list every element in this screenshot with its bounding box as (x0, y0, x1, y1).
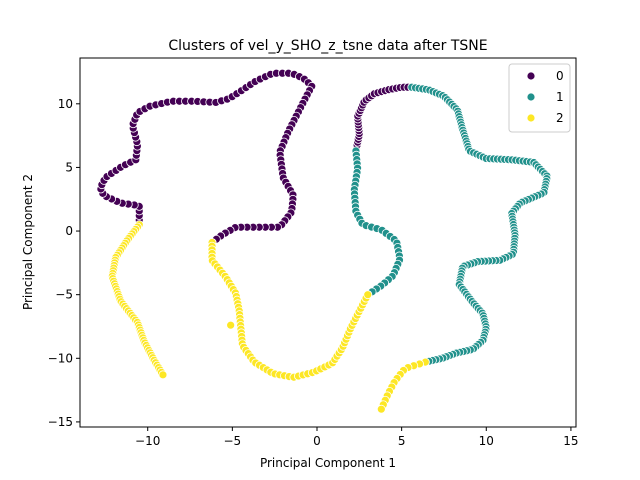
legend-label-1: 1 (556, 90, 564, 104)
legend-frame (508, 63, 571, 133)
points-layer (96, 68, 552, 414)
x-tick-label: −5 (224, 434, 242, 448)
x-tick-label: −10 (135, 434, 160, 448)
cluster-2-point (158, 370, 168, 380)
legend: 0 1 2 (508, 63, 571, 133)
y-tick-label: −10 (48, 351, 73, 365)
cluster-2-point (376, 404, 386, 414)
x-axis-label: Principal Component 1 (260, 456, 396, 470)
y-tick-label: −15 (48, 415, 73, 429)
legend-marker-2 (526, 113, 536, 123)
legend-marker-0 (526, 71, 536, 81)
x-tick-label: 15 (563, 434, 578, 448)
y-tick-label: 5 (65, 160, 73, 174)
x-tick-label: 5 (398, 434, 406, 448)
y-tick-label: 10 (58, 97, 73, 111)
cluster-2-point (226, 320, 236, 330)
x-tick-label: 10 (479, 434, 494, 448)
y-tick-label: 0 (65, 224, 73, 238)
y-tick-label: −5 (55, 288, 73, 302)
ticks-layer: −10 −5 0 5 10 15 −15 −10 −5 0 5 10 (48, 97, 579, 448)
chart-title: Clusters of vel_y_SHO_z_tsne data after … (168, 38, 487, 54)
plot-area-frame (79, 57, 577, 428)
x-tick-label: 0 (313, 434, 321, 448)
y-axis-label: Principal Component 2 (21, 174, 35, 310)
legend-marker-1 (526, 92, 536, 102)
cluster-2-point (363, 290, 373, 300)
legend-label-2: 2 (556, 111, 564, 125)
legend-label-0: 0 (556, 69, 564, 83)
